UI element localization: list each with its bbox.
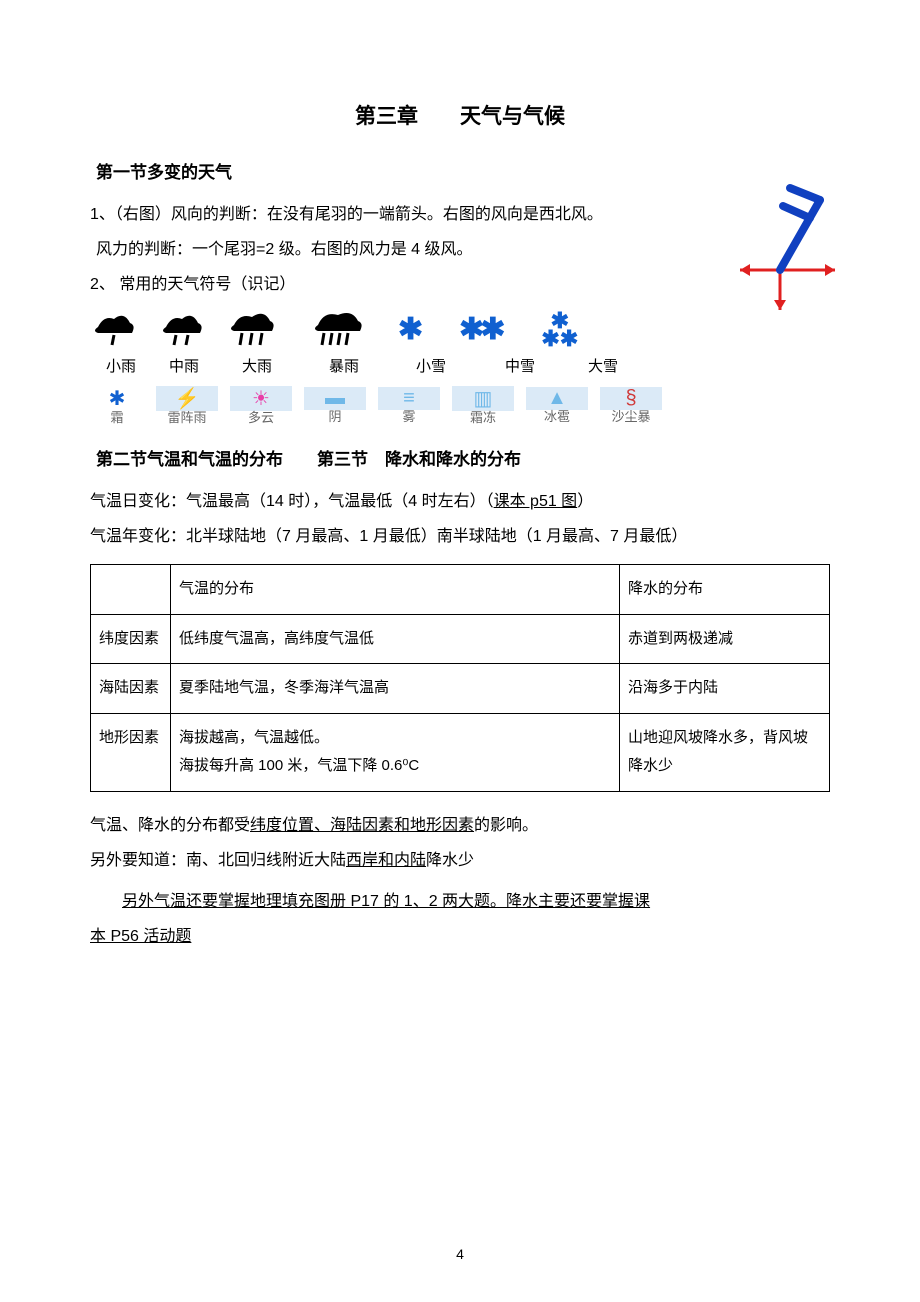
weather-icon: § bbox=[600, 387, 662, 410]
weather-legend-item: ▥霜冻 bbox=[452, 386, 514, 425]
label-heavy-snow: 大雪 bbox=[568, 355, 638, 376]
section3-title: 第三节 降水和降水的分布 bbox=[311, 445, 521, 470]
weather-legend-label: 雷阵雨 bbox=[167, 411, 206, 425]
rain-heavy-icon bbox=[226, 311, 278, 349]
daily-change-text: 气温日变化：气温最高（14 时），气温最低（4 时左右）（课本 p51 图） bbox=[90, 484, 830, 519]
th-precip: 降水的分布 bbox=[620, 565, 830, 615]
chapter-title: 第三章 天气与气候 bbox=[90, 100, 830, 130]
weather-legend-label: 冰雹 bbox=[544, 410, 570, 424]
rain-light-icon bbox=[90, 313, 138, 347]
text-span: 气温、降水的分布都受 bbox=[90, 817, 250, 834]
rain-storm-icon bbox=[310, 311, 366, 349]
weather-symbols-row2: ✱霜 ⚡雷阵雨 ☀︎多云 ▬阴 ≡雾 ▥霜冻 ▲冰雹 §沙尘暴 bbox=[90, 386, 830, 425]
weather-legend-item: ⚡雷阵雨 bbox=[156, 386, 218, 425]
weather-icon: ≡ bbox=[378, 387, 440, 410]
table-row: 纬度因素 低纬度气温高，高纬度气温低 赤道到两极递减 bbox=[91, 614, 830, 664]
page-number: 4 bbox=[0, 1246, 920, 1262]
weather-legend-item: ≡雾 bbox=[378, 387, 440, 424]
after-table-1: 气温、降水的分布都受纬度位置、海陆因素和地形因素的影响。 bbox=[90, 808, 830, 843]
table-row: 海陆因素 夏季陆地气温，冬季海洋气温高 沿海多于内陆 bbox=[91, 664, 830, 714]
weather-icon: ⚡ bbox=[156, 386, 218, 411]
annual-change-text: 气温年变化：北半球陆地（7 月最高、1 月最低）南半球陆地（1 月最高、7 月最… bbox=[90, 519, 830, 554]
weather-icon: ▲ bbox=[526, 387, 588, 410]
weather-legend-label: 沙尘暴 bbox=[611, 410, 650, 424]
text-span: 另外要知道：南、北回归线附近大陆 bbox=[90, 852, 346, 869]
table-row: 地形因素 海拔越高，气温越低。海拔每升高 100 米，气温下降 0.6⁰C 山地… bbox=[91, 713, 830, 791]
cell: 低纬度气温高，高纬度气温低 bbox=[171, 614, 620, 664]
label-medium-snow: 中雪 bbox=[472, 355, 568, 376]
weather-icon: ▬ bbox=[304, 387, 366, 410]
document-page: 第三章 天气与气候 第一节多变的天气 1、（右图）风向的判断：在没有尾羽的一端箭… bbox=[0, 0, 920, 1302]
cell: 赤道到两极递减 bbox=[620, 614, 830, 664]
weather-labels-row1: 小雨 中雨 大雨 暴雨 小雪 中雪 大雪 bbox=[90, 355, 830, 376]
snow-heavy-icon: ✱✱✱ bbox=[541, 312, 578, 347]
label-heavy-rain: 大雨 bbox=[216, 355, 298, 376]
weather-icon: ▥ bbox=[452, 386, 514, 411]
label-medium-rain: 中雨 bbox=[152, 355, 216, 376]
after-table-3b: 本 P56 活动题 bbox=[90, 919, 830, 954]
cell: 纬度因素 bbox=[91, 614, 171, 664]
weather-icon: ☀︎ bbox=[230, 386, 292, 411]
cell: 地形因素 bbox=[91, 713, 171, 791]
weather-legend-item: ▲冰雹 bbox=[526, 387, 588, 424]
text-underline: 纬度位置、海陆因素和地形因素 bbox=[250, 817, 474, 834]
text-span: 降水少 bbox=[426, 852, 474, 869]
weather-legend-label: 阴 bbox=[328, 410, 341, 424]
daily-change-link: 课本 p51 图 bbox=[494, 493, 578, 510]
table-row: 气温的分布 降水的分布 bbox=[91, 565, 830, 615]
weather-legend-label: 雾 bbox=[402, 410, 415, 424]
weather-legend-label: 多云 bbox=[248, 411, 274, 425]
daily-change-end: ） bbox=[577, 493, 593, 510]
section-2-3-titles: 第二节气温和气温的分布 第三节 降水和降水的分布 bbox=[90, 445, 830, 470]
cell: 沿海多于内陆 bbox=[620, 664, 830, 714]
label-light-snow: 小雪 bbox=[390, 355, 472, 376]
daily-change-a: 气温日变化：气温最高（14 时），气温最低（4 时左右）（ bbox=[90, 493, 494, 510]
wind-direction-diagram bbox=[715, 180, 845, 320]
cell: 海陆因素 bbox=[91, 664, 171, 714]
cell: 海拔越高，气温越低。海拔每升高 100 米，气温下降 0.6⁰C bbox=[171, 713, 620, 791]
th-empty bbox=[91, 565, 171, 615]
label-light-rain: 小雨 bbox=[90, 355, 152, 376]
weather-legend-item: ✱霜 bbox=[90, 386, 144, 425]
weather-legend-item: §沙尘暴 bbox=[600, 387, 662, 424]
snow-light-icon: ✱ bbox=[398, 312, 423, 347]
text-span: 的影响。 bbox=[474, 817, 538, 834]
weather-legend-item: ☀︎多云 bbox=[230, 386, 292, 425]
weather-legend-item: ▬阴 bbox=[304, 387, 366, 424]
after-table-2: 另外要知道：南、北回归线附近大陆西岸和内陆降水少 bbox=[90, 843, 830, 878]
weather-legend-label: 霜冻 bbox=[470, 411, 496, 425]
text-underline: 西岸和内陆 bbox=[346, 852, 426, 869]
label-storm-rain: 暴雨 bbox=[298, 355, 390, 376]
th-temp: 气温的分布 bbox=[171, 565, 620, 615]
section2-title: 第二节气温和气温的分布 bbox=[90, 445, 283, 470]
weather-icon: ✱ bbox=[90, 386, 144, 411]
snow-medium-icon: ✱✱ bbox=[459, 312, 501, 347]
cell: 夏季陆地气温，冬季海洋气温高 bbox=[171, 664, 620, 714]
weather-legend-label: 霜 bbox=[110, 411, 123, 425]
cell: 山地迎风坡降水多，背风坡降水少 bbox=[620, 713, 830, 791]
distribution-table: 气温的分布 降水的分布 纬度因素 低纬度气温高，高纬度气温低 赤道到两极递减 海… bbox=[90, 564, 830, 792]
after-table-3a: 另外气温还要掌握地理填充图册 P17 的 1、2 两大题。降水主要还要掌握课 bbox=[90, 884, 830, 919]
rain-medium-icon bbox=[158, 313, 206, 347]
